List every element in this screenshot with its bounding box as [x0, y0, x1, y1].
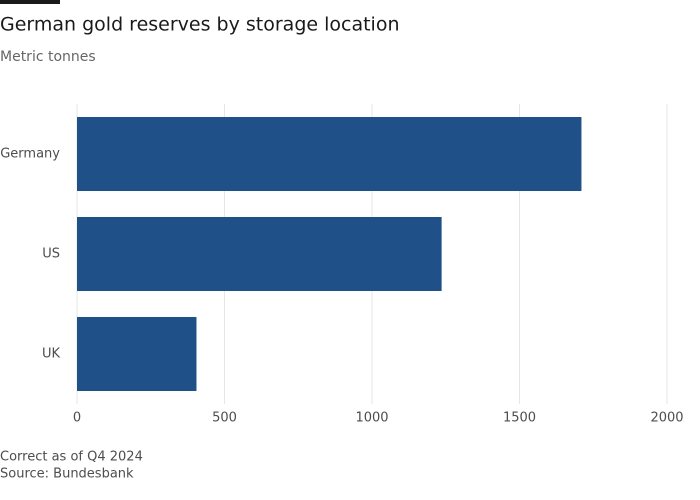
chart-title: German gold reserves by storage location [0, 14, 400, 36]
x-tick-label: 1500 [503, 411, 536, 426]
source: Source: Bundesbank [0, 467, 134, 482]
x-tick-label: 1000 [355, 411, 388, 426]
brand-bar [0, 0, 60, 4]
bar [77, 317, 197, 391]
y-tick-label: UK [42, 347, 61, 362]
chart-subtitle: Metric tonnes [0, 49, 96, 65]
bar [77, 117, 582, 191]
x-tick-label: 2000 [650, 411, 683, 426]
x-tick-label: 500 [212, 411, 237, 426]
x-tick-label: 0 [73, 411, 81, 426]
bar [77, 217, 442, 291]
footnote: Correct as of Q4 2024 [0, 450, 143, 465]
y-tick-label: US [42, 247, 60, 262]
y-tick-label: Germany [0, 147, 60, 162]
